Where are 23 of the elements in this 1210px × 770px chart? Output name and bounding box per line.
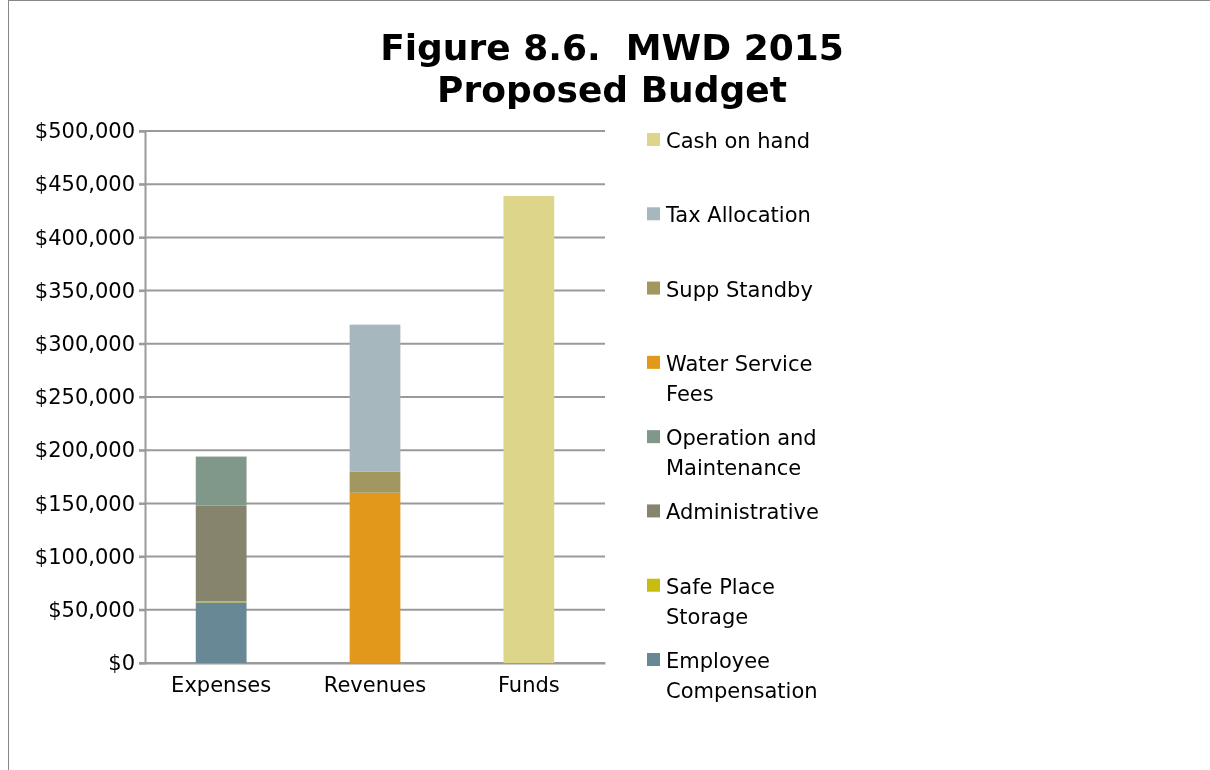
legend-label: Cash on hand — [666, 129, 811, 153]
y-tick-label: $400,000 — [34, 225, 135, 250]
legend-label: Tax Allocation — [665, 203, 811, 228]
y-tick-label: $300,000 — [34, 332, 135, 357]
y-tick-label: $250,000 — [34, 385, 135, 410]
y-tick-label: $50,000 — [48, 598, 135, 623]
legend-label: Supp Standby — [666, 277, 813, 302]
x-tick-label: Funds — [497, 672, 560, 697]
legend-label: Operation and Maintenance — [666, 426, 817, 481]
legend-label: Safe Place Storage — [666, 574, 776, 629]
legend-label: Employee Compensation — [666, 649, 818, 703]
y-tick-label: $500,000 — [34, 119, 135, 144]
y-tick-label: $350,000 — [34, 278, 135, 303]
y-tick-label: $450,000 — [34, 172, 135, 197]
y-tick-label: $200,000 — [34, 438, 135, 463]
x-tick-label: Revenues — [323, 672, 427, 697]
x-tick-label: Expenses — [171, 672, 272, 697]
legend-label: Water Service Fees — [666, 351, 813, 406]
legend-label: Administrative — [666, 500, 819, 525]
y-tick-label: $0 — [108, 651, 135, 676]
y-tick-label: $150,000 — [34, 491, 135, 516]
y-tick-label: $100,000 — [34, 544, 135, 569]
chart-title: Figure 8.6. MWD 2015 Proposed Budget — [380, 27, 844, 110]
